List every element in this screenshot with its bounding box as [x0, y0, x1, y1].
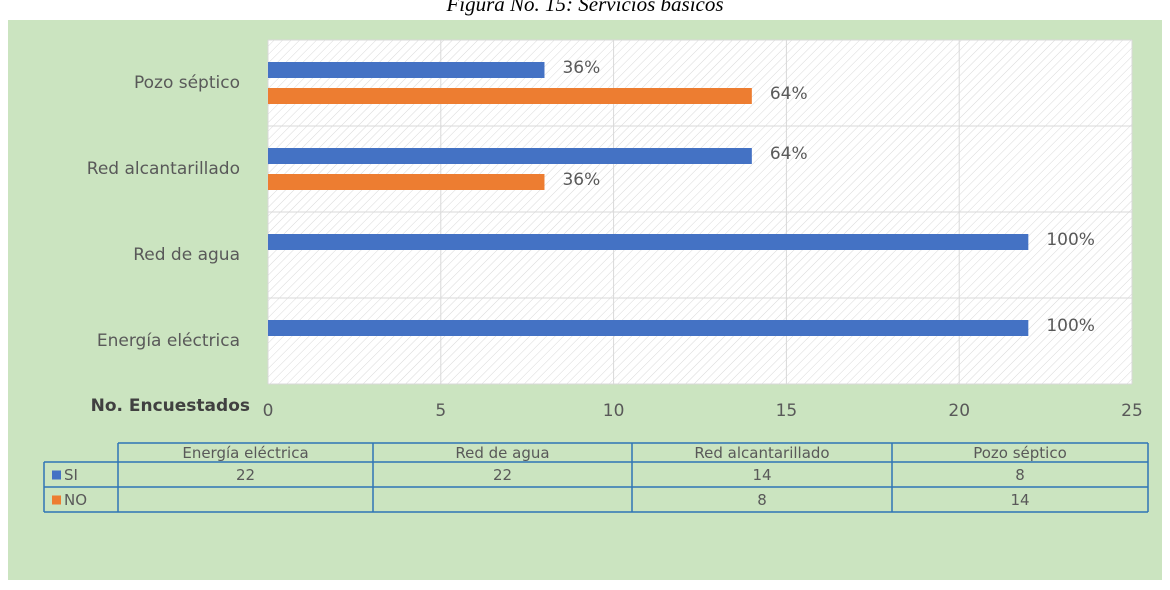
- data-label: 36%: [562, 58, 600, 78]
- table-cell: 22: [236, 466, 255, 484]
- table-header: Red de agua: [455, 444, 549, 462]
- data-label: 64%: [770, 144, 808, 164]
- table-header: Pozo séptico: [973, 444, 1067, 462]
- x-axis-label: No. Encuestados: [91, 396, 250, 416]
- y-tick-label: Red alcantarillado: [87, 159, 240, 179]
- bar: [268, 234, 1029, 250]
- x-tick-label: 10: [603, 401, 625, 421]
- bar: [268, 320, 1029, 336]
- bar: [268, 88, 752, 104]
- bar: [268, 148, 752, 164]
- legend-swatch: [52, 470, 61, 480]
- data-label: 100%: [1046, 316, 1095, 336]
- table-cell: 8: [1015, 466, 1025, 484]
- x-tick-label: 0: [263, 401, 274, 421]
- y-tick-label: Energía eléctrica: [97, 331, 240, 351]
- legend-swatch: [52, 495, 61, 505]
- y-tick-label: Pozo séptico: [134, 73, 240, 93]
- x-tick-label: 20: [948, 401, 970, 421]
- x-tick-label: 5: [435, 401, 446, 421]
- y-tick-label: Red de agua: [133, 245, 240, 265]
- x-tick-label: 25: [1121, 401, 1143, 421]
- table-cell: 14: [1010, 491, 1029, 509]
- table-cell: 14: [752, 466, 771, 484]
- bar: [268, 174, 545, 190]
- data-label: 100%: [1046, 230, 1095, 250]
- table-header: Energía eléctrica: [182, 444, 308, 462]
- table-cell: 22: [493, 466, 512, 484]
- legend-label: NO: [64, 491, 87, 509]
- bar: [268, 62, 545, 78]
- table-cell: 8: [757, 491, 767, 509]
- chart-title: Figura No. 15: Servicios básicos: [445, 0, 723, 16]
- table-header: Red alcantarillado: [694, 444, 829, 462]
- x-tick-label: 15: [776, 401, 798, 421]
- data-label: 64%: [770, 84, 808, 104]
- data-label: 36%: [562, 170, 600, 190]
- legend-label: SI: [64, 466, 78, 484]
